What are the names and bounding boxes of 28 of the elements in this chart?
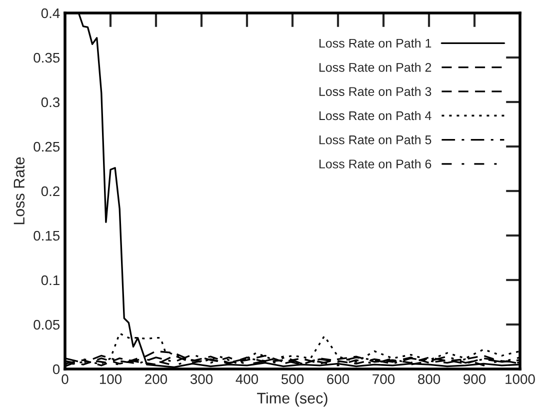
x-tick-label: 500 — [281, 374, 304, 384]
y-tick-label: 0.15 — [34, 230, 60, 241]
x-tick-label: 200 — [145, 374, 168, 384]
y-tick-label: 0.05 — [34, 320, 60, 330]
legend-label: Loss Rate on Path 4 — [319, 110, 432, 120]
legend-label: Loss Rate on Path 6 — [319, 159, 432, 168]
x-tick-label: 100 — [100, 374, 122, 384]
x-tick-label: 0 — [62, 374, 68, 384]
x-tick-label: 600 — [327, 374, 350, 384]
legend-label: Loss Rate on Path 3 — [319, 86, 432, 96]
x-tick-label: 900 — [464, 374, 486, 384]
x-tick-label: 700 — [372, 374, 395, 384]
x-tick-label: 1000 — [506, 374, 535, 384]
y-tick-label: 0.35 — [34, 52, 60, 63]
y-tick-label: 0.3 — [41, 97, 60, 108]
y-tick-label: 0.4 — [41, 8, 60, 18]
legend-label: Loss Rate on Path 1 — [319, 38, 432, 48]
x-axis-title: Time (sec) — [257, 392, 328, 407]
y-tick-label: 0 — [52, 364, 60, 374]
y-tick-label: 0.2 — [41, 186, 60, 196]
y-tick-label: 0.25 — [34, 142, 60, 152]
y-axis-title: Loss Rate — [14, 157, 25, 224]
legend-label: Loss Rate on Path 5 — [319, 135, 432, 144]
y-tick-label: 0.1 — [41, 275, 60, 286]
x-tick-label: 300 — [190, 374, 213, 384]
x-tick-label: 800 — [418, 374, 440, 384]
x-tick-label: 400 — [236, 374, 258, 384]
legend-label: Loss Rate on Path 2 — [319, 62, 432, 72]
